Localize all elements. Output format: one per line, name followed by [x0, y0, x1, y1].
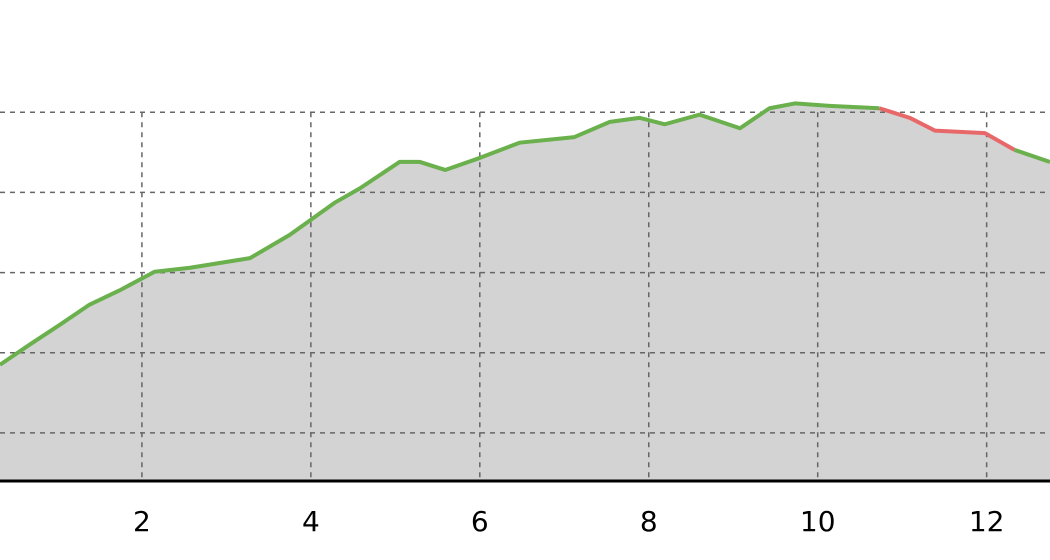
x-tick-label: 4	[302, 505, 320, 538]
line	[1013, 148, 1050, 164]
line	[0, 101, 880, 367]
x-tick-label: 6	[471, 505, 489, 538]
x-tick-label: 2	[133, 505, 151, 538]
line-highlight	[878, 106, 1016, 152]
x-tick-label: 8	[640, 505, 658, 538]
x-tick-label: 10	[800, 505, 836, 538]
area	[0, 103, 1050, 481]
x-tick-label: 12	[969, 505, 1005, 538]
